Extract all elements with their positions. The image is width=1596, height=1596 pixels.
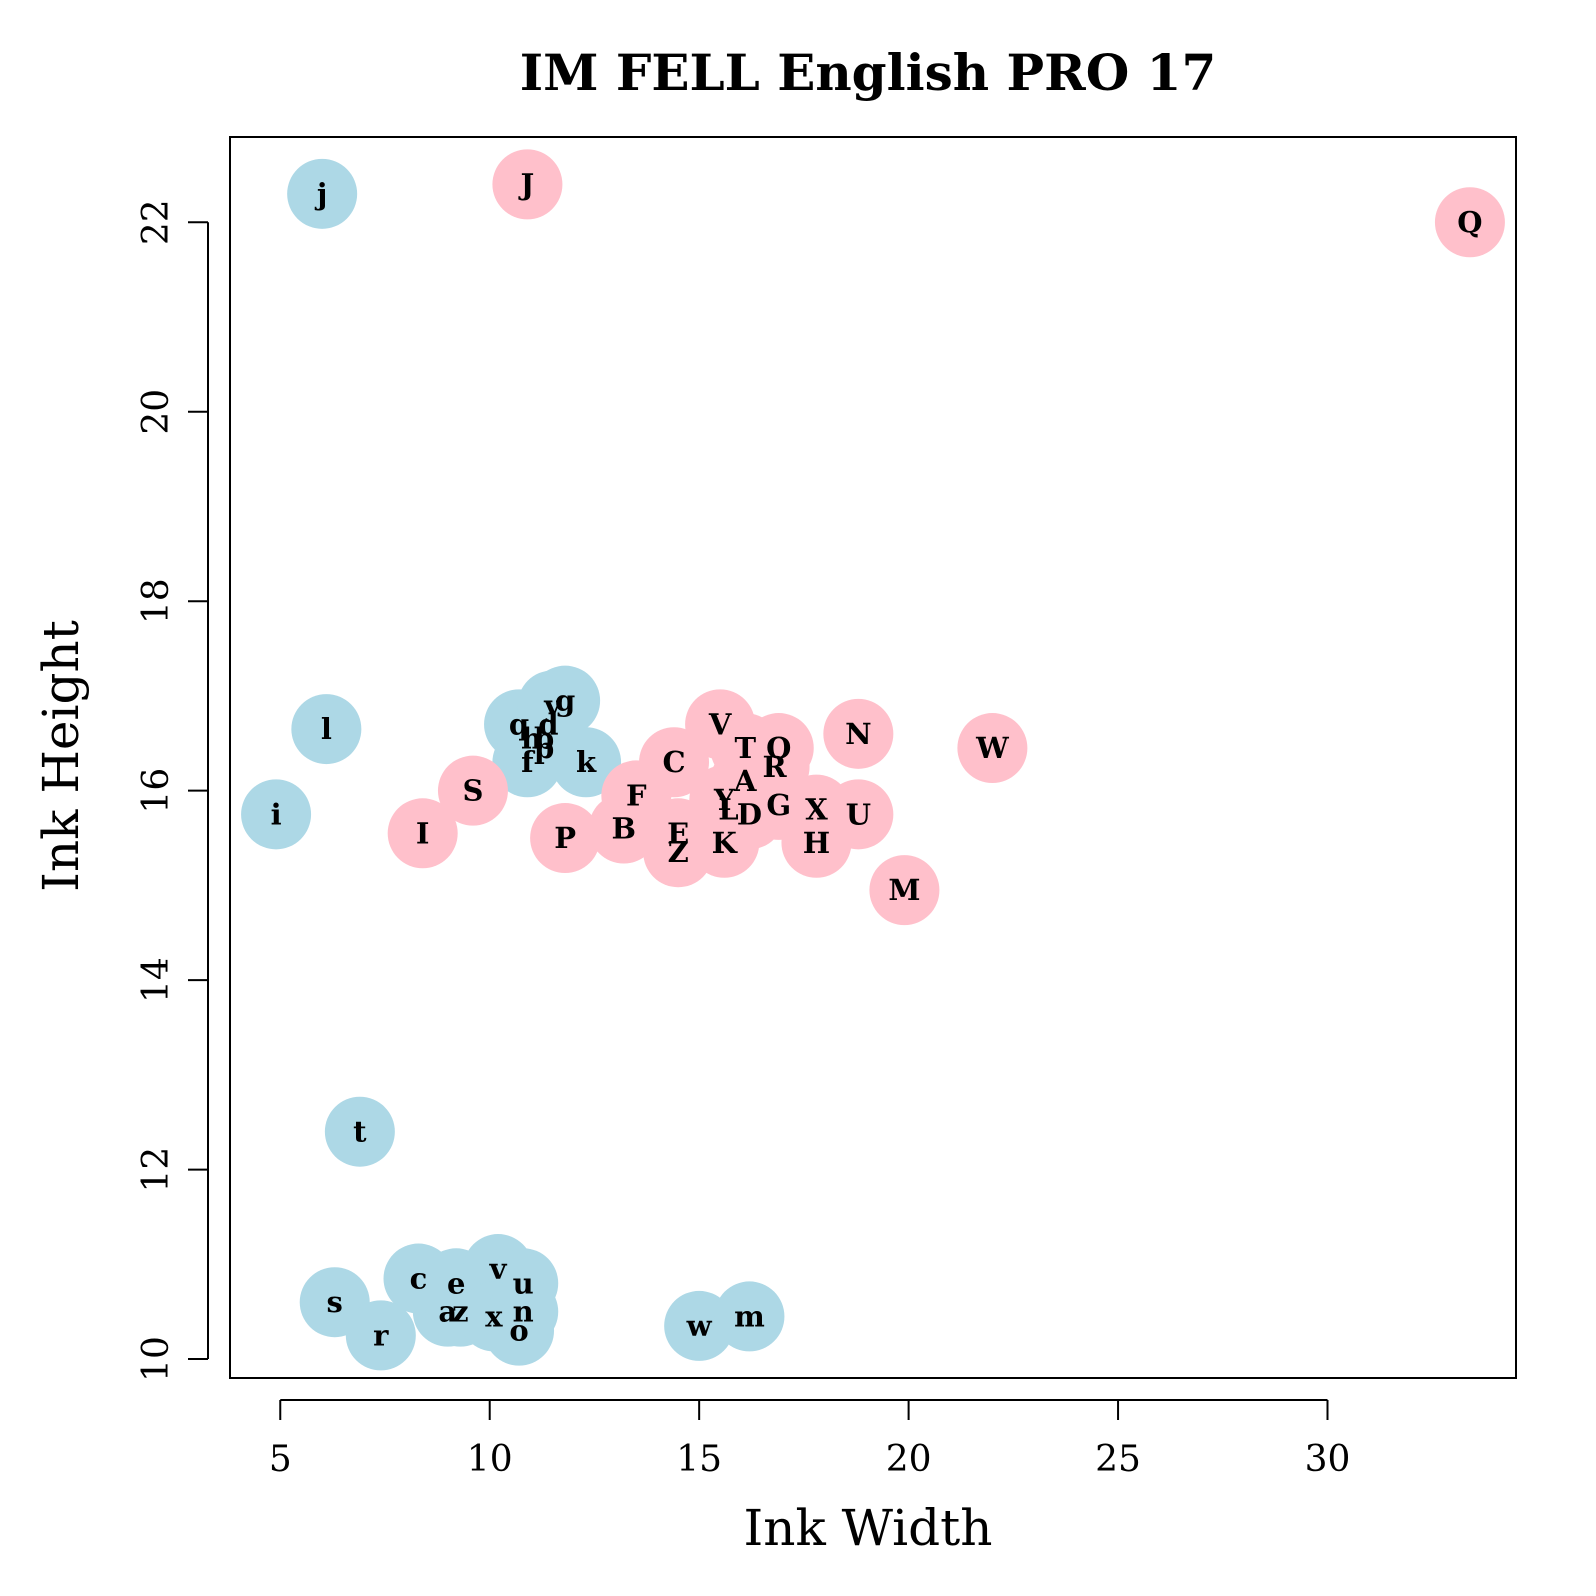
point-label-r: r — [373, 1318, 389, 1352]
x-tick-label: 30 — [1305, 1439, 1351, 1480]
point-label-p: p — [534, 731, 554, 765]
point-label-B: B — [612, 812, 637, 846]
point-label-y: y — [543, 688, 562, 722]
point-label-m: m — [734, 1299, 765, 1333]
point-label-q: q — [509, 707, 529, 741]
point-marker-M — [869, 855, 940, 926]
point-label-F: F — [626, 778, 647, 812]
point-marker-C — [639, 727, 710, 798]
point-marker-l — [291, 694, 362, 765]
axes-layer: 5 10 15 20 25 30 10 12 14 16 18 20 22 — [136, 136, 1517, 1480]
point-label-c: c — [410, 1262, 428, 1296]
point-marker-r — [345, 1300, 416, 1371]
point-label-z: z — [452, 1295, 468, 1329]
point-marker-U — [823, 779, 894, 850]
y-tick-label: 20 — [136, 389, 177, 435]
point-label-s: s — [327, 1285, 343, 1319]
point-label-k: k — [576, 745, 597, 779]
point-label-H: H — [803, 826, 830, 860]
point-label-T: T — [734, 731, 756, 765]
point-marker-i — [241, 779, 312, 850]
point-label-Q: Q — [1457, 205, 1482, 239]
point-label-g: g — [555, 684, 575, 718]
point-marker-o — [484, 1295, 555, 1366]
point-label-u: u — [513, 1266, 534, 1300]
x-tick-label: 25 — [1095, 1439, 1141, 1480]
point-label-t: t — [353, 1115, 367, 1149]
point-label-Y: Y — [713, 783, 735, 817]
point-label-j: j — [314, 177, 328, 211]
point-marker-I — [387, 798, 458, 869]
point-label-E: E — [667, 816, 689, 850]
point-label-V: V — [708, 707, 732, 741]
x-tick-label: 20 — [886, 1439, 932, 1480]
point-label-n: n — [513, 1295, 534, 1329]
y-tick-label: 16 — [136, 768, 177, 814]
point-label-C: C — [662, 745, 685, 779]
point-marker-K — [689, 807, 760, 878]
point-label-W: W — [975, 731, 1009, 765]
point-label-x: x — [485, 1299, 503, 1333]
point-label-G: G — [766, 788, 791, 822]
plot-frame — [229, 136, 1517, 1379]
point-label-a: a — [438, 1295, 457, 1329]
point-label-O: O — [766, 731, 791, 765]
point-marker-t — [324, 1096, 395, 1167]
point-marker-Q — [1434, 187, 1505, 258]
point-label-S: S — [462, 774, 483, 808]
chart-title: IM FELL English PRO 17 — [520, 43, 1216, 102]
y-tick-label: 12 — [136, 1147, 177, 1193]
point-label-R: R — [763, 750, 788, 784]
point-label-D: D — [737, 797, 762, 831]
point-label-v: v — [489, 1252, 508, 1286]
point-label-I: I — [416, 816, 430, 850]
point-label-h: h — [521, 722, 542, 756]
point-marker-N — [823, 698, 894, 769]
point-marker-J — [492, 149, 563, 220]
point-label-w: w — [686, 1309, 713, 1343]
point-label-K: K — [712, 826, 739, 860]
x-tick-label: 5 — [269, 1439, 292, 1480]
point-label-d: d — [538, 707, 558, 741]
point-label-P: P — [554, 821, 576, 855]
point-label-f: f — [521, 745, 536, 779]
y-tick-label: 10 — [136, 1336, 177, 1382]
point-marker-k — [551, 727, 622, 798]
point-marker-g — [530, 665, 601, 736]
x-tick-label: 15 — [676, 1439, 722, 1480]
y-tick-label: 18 — [136, 578, 177, 624]
point-label-N: N — [845, 717, 872, 751]
point-label-U: U — [846, 797, 871, 831]
point-label-o: o — [509, 1314, 528, 1348]
point-marker-W — [957, 713, 1028, 784]
point-label-X: X — [805, 793, 828, 827]
point-label-A: A — [733, 764, 757, 798]
x-axis-label: Ink Width — [744, 1499, 993, 1557]
y-tick-label: 14 — [136, 957, 177, 1003]
point-label-L: L — [718, 793, 738, 827]
y-axis-label: Ink Height — [32, 620, 90, 892]
point-label-i: i — [271, 797, 282, 831]
point-marker-j — [287, 158, 358, 229]
point-marker-S — [437, 755, 508, 826]
point-marker-m — [714, 1281, 785, 1352]
point-label-J: J — [518, 167, 535, 201]
point-label-M: M — [888, 873, 920, 907]
point-label-Z: Z — [668, 835, 689, 869]
point-label-b: b — [534, 722, 554, 756]
point-marker-P — [530, 803, 601, 874]
y-tick-label: 22 — [136, 199, 177, 245]
point-label-e: e — [447, 1266, 465, 1300]
point-label-l: l — [321, 712, 332, 746]
point-marker-f — [492, 727, 563, 798]
x-tick-label: 10 — [467, 1439, 513, 1480]
